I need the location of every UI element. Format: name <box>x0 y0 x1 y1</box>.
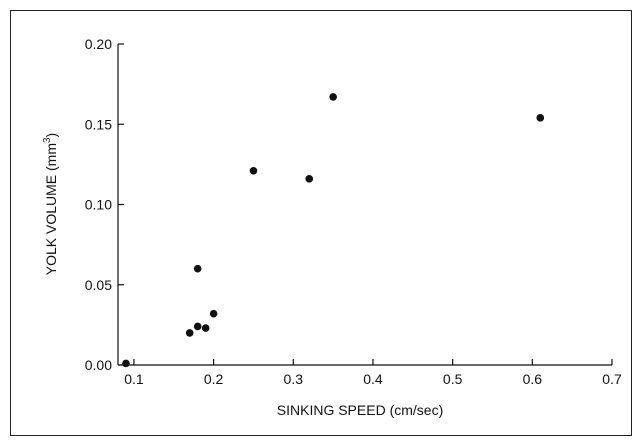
y-tick-label: 0.10 <box>85 197 112 213</box>
y-tick-label: 0.15 <box>85 116 112 132</box>
y-tick-label: 0.20 <box>85 36 112 52</box>
data-point <box>536 114 545 122</box>
data-point <box>193 322 202 331</box>
x-tick-label: 0.3 <box>284 371 304 387</box>
y-axis-label-main: YOLK VOLUME (mm <box>43 143 59 275</box>
x-axis-label: SINKING SPEED (cm/sec) <box>277 402 443 418</box>
y-axis-label-close: ) <box>43 133 59 138</box>
y-axis-ticks: 0.00 0.05 0.10 0.15 0.20 <box>85 36 124 373</box>
y-tick-label: 0.00 <box>85 357 112 373</box>
y-tick-label: 0.05 <box>85 277 112 293</box>
data-point <box>249 166 258 175</box>
axes <box>117 44 612 366</box>
x-tick-label: 0.2 <box>204 371 224 387</box>
data-points <box>122 93 545 368</box>
y-axis-label-superscript: 3 <box>42 137 53 143</box>
data-point <box>122 359 130 368</box>
x-tick-label: 0.6 <box>523 371 543 387</box>
data-point <box>201 324 210 332</box>
y-axis-label: YOLK VOLUME (mm3) <box>42 133 59 275</box>
data-point <box>185 329 194 337</box>
data-point <box>209 309 218 318</box>
x-tick-label: 0.1 <box>124 371 144 387</box>
x-tick-label: 0.7 <box>602 371 622 387</box>
data-point <box>329 93 337 101</box>
data-point <box>193 264 202 273</box>
x-axis-ticks: 0.1 0.2 0.3 0.4 0.5 0.6 0.7 <box>124 359 622 387</box>
data-point <box>305 175 314 183</box>
x-tick-label: 0.4 <box>363 371 383 387</box>
x-tick-label: 0.5 <box>443 371 463 387</box>
